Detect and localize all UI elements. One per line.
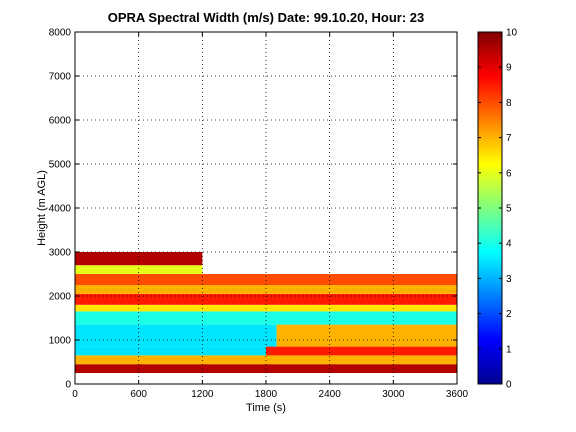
x-tick-label: 1200 (191, 389, 214, 400)
colorbar-tick-label: 0 (506, 380, 512, 391)
y-tick-label: 0 (65, 380, 71, 391)
heatmap-cell (266, 346, 457, 356)
heatmap-cell (75, 311, 457, 325)
y-ticks: 0 1000 2000 3000 4000 5000 6000 7000 8000 (49, 28, 457, 391)
colorbar-tick-label: 9 (506, 63, 512, 74)
heatmap-cell (75, 285, 457, 294)
x-tick-label: 600 (130, 389, 147, 400)
heatmap-cell (75, 252, 203, 266)
x-ticks: 0 600 1200 1800 2400 3000 3600 (72, 32, 469, 400)
colorbar-tick-label: 1 (506, 344, 512, 355)
y-tick-label: 8000 (49, 28, 72, 39)
chart-title: OPRA Spectral Width (m/s) Date: 99.10.20… (108, 10, 425, 25)
heatmap-cell (75, 355, 457, 365)
heatmap-cell (75, 324, 277, 347)
heatmap-cell (75, 265, 203, 274)
colorbar-tick-label: 2 (506, 309, 512, 320)
x-tick-label: 3000 (382, 389, 405, 400)
x-tick-label: 3600 (446, 389, 469, 400)
x-axis-label: Time (s) (246, 402, 286, 414)
y-tick-label: 7000 (49, 72, 72, 83)
heatmap-cell (75, 293, 457, 305)
y-axis-label: Height (m AGL) (36, 170, 48, 246)
x-tick-label: 0 (72, 389, 78, 400)
colorbar-tick-label: 6 (506, 168, 512, 179)
colorbar-tick-label: 8 (506, 98, 512, 109)
colorbar (477, 31, 503, 385)
colorbar-tick-label: 7 (506, 133, 512, 144)
colorbar-tick-label: 4 (506, 239, 512, 250)
colorbar-ticks: 0 1 2 3 4 5 6 7 8 9 10 (478, 28, 518, 391)
colorbar-tick-label: 3 (506, 274, 512, 285)
gridlines (75, 32, 457, 384)
y-tick-label: 6000 (49, 116, 72, 127)
heatmap-cell (75, 274, 457, 285)
heatmap-cell (75, 346, 266, 356)
y-tick-label: 4000 (49, 204, 72, 215)
y-tick-label: 5000 (49, 160, 72, 171)
colorbar-tick-label: 10 (506, 28, 518, 39)
x-tick-label: 1800 (255, 389, 278, 400)
heatmap-cell (276, 324, 457, 347)
colorbar-tick-label: 5 (506, 204, 512, 215)
y-tick-label: 2000 (49, 292, 72, 303)
x-tick-label: 2400 (319, 389, 342, 400)
y-tick-label: 3000 (49, 248, 72, 259)
y-tick-label: 1000 (49, 336, 72, 347)
